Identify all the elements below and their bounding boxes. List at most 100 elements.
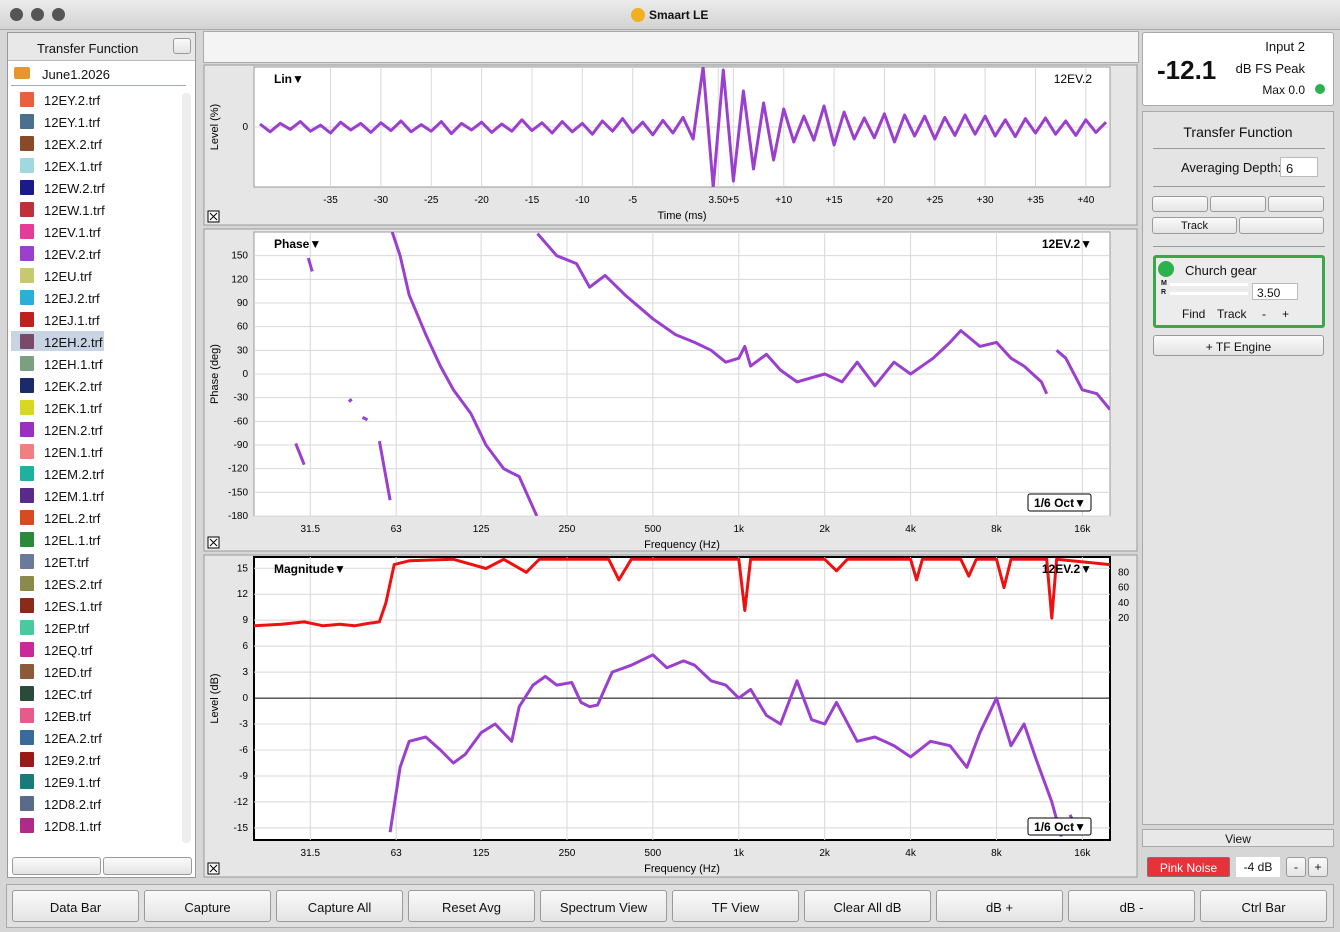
engine-panel: Transfer Function Averaging Depth: 6 Tra…	[1142, 111, 1334, 825]
toolbar-button[interactable]: Capture	[144, 890, 271, 922]
file-name[interactable]: 12EH.1.trf	[44, 357, 103, 372]
file-name[interactable]: 12EP.trf	[44, 621, 90, 636]
file-name[interactable]: 12EV.2.trf	[44, 247, 101, 262]
folder-name[interactable]: June1.2026	[42, 67, 110, 82]
y-axis-label: Level (%)	[209, 104, 221, 150]
x-tick-label: 31.5	[301, 524, 321, 535]
toolbar-button[interactable]: dB +	[936, 890, 1063, 922]
toolbar-button[interactable]: Ctrl Bar	[1200, 890, 1327, 922]
file-name[interactable]: 12EY.2.trf	[44, 93, 101, 108]
track-toggle[interactable]: Track	[1217, 307, 1247, 321]
meter-input[interactable]: Input 2	[1265, 39, 1305, 54]
close-button[interactable]	[10, 8, 23, 21]
track-button[interactable]: Track	[1152, 217, 1237, 234]
file-name[interactable]: 12EV.1.trf	[44, 225, 101, 240]
menu-button[interactable]	[173, 38, 191, 54]
delay-minus[interactable]: -	[1262, 307, 1266, 321]
level-up[interactable]: +	[1308, 857, 1328, 877]
file-name[interactable]: 12ET.trf	[44, 555, 89, 570]
measurement[interactable]: Church gear M R 3.50 Find Track - +	[1153, 255, 1325, 328]
info-button[interactable]	[12, 857, 101, 875]
delay-plus[interactable]: +	[1282, 307, 1290, 321]
file-name[interactable]: 12EL.1.trf	[44, 533, 101, 548]
file-name[interactable]: 12EX.2.trf	[44, 137, 102, 152]
x-tick-label: 125	[473, 524, 490, 535]
file-name[interactable]: 12EC.trf	[44, 687, 92, 702]
x-tick-label: -30	[374, 195, 389, 206]
file-icon	[20, 796, 34, 811]
file-name[interactable]: 12EN.2.trf	[44, 423, 103, 438]
y-tick-label: -120	[228, 464, 248, 475]
view-button[interactable]: View	[1142, 829, 1334, 847]
level-down[interactable]: -	[1286, 857, 1306, 877]
file-name[interactable]: 12ED.trf	[44, 665, 92, 680]
y-tick-label: -3	[239, 719, 248, 730]
file-name[interactable]: 12EM.2.trf	[44, 467, 104, 482]
delay-field[interactable]: 3.50	[1252, 283, 1298, 300]
mode-label: Lin▼	[274, 72, 304, 86]
x-tick-label: 1k	[733, 524, 745, 535]
file-icon	[20, 488, 34, 503]
generator-button[interactable]: Pink Noise	[1147, 857, 1230, 877]
toolbar-button[interactable]: Spectrum View	[540, 890, 667, 922]
stop-button[interactable]	[1210, 196, 1266, 212]
generator-level[interactable]: -4 dB	[1236, 857, 1280, 877]
file-icon	[20, 664, 34, 679]
delete-button[interactable]	[103, 857, 192, 875]
file-name[interactable]: 12EW.2.trf	[44, 181, 105, 196]
file-name[interactable]: 12EN.1.trf	[44, 445, 103, 460]
file-name[interactable]: 12ES.1.trf	[44, 599, 102, 614]
file-icon	[20, 466, 34, 481]
file-name[interactable]: 12EX.1.trf	[44, 159, 102, 174]
file-name[interactable]: 12EK.2.trf	[44, 379, 102, 394]
file-name[interactable]: 12EQ.trf	[44, 643, 93, 658]
file-name[interactable]: 12EJ.2.trf	[44, 291, 100, 306]
x-tick-label: 63	[391, 848, 403, 859]
toolbar-button[interactable]: Clear All dB	[804, 890, 931, 922]
folder-icon	[14, 67, 30, 79]
mode-label: Magnitude▼	[274, 562, 346, 576]
file-name[interactable]: 12E9.1.trf	[44, 775, 101, 790]
x-tick-label: 250	[559, 848, 576, 859]
file-icon	[20, 356, 34, 371]
zoom-button[interactable]	[52, 8, 65, 21]
file-name[interactable]: 12D8.2.trf	[44, 797, 102, 812]
file-name[interactable]: 12D8.1.trf	[44, 819, 102, 834]
file-icon	[20, 290, 34, 305]
minimize-button[interactable]	[31, 8, 44, 21]
file-name[interactable]: 12EA.2.trf	[44, 731, 102, 746]
tools-button[interactable]	[1239, 217, 1324, 234]
smoothing-label[interactable]: 1/6 Oct▼	[1034, 496, 1086, 510]
file-name[interactable]: 12EW.1.trf	[44, 203, 105, 218]
meter-unit[interactable]: dB FS Peak	[1235, 61, 1305, 76]
file-name[interactable]: 12EU.trf	[44, 269, 92, 284]
averaging-select[interactable]: 6	[1280, 157, 1318, 177]
toolbar-button[interactable]: Reset Avg	[408, 890, 535, 922]
toolbar-button[interactable]: Data Bar	[12, 890, 139, 922]
play-button[interactable]	[1152, 196, 1208, 212]
file-name[interactable]: 12EL.2.trf	[44, 511, 101, 526]
add-engine[interactable]: + TF Engine	[1153, 335, 1324, 356]
file-name[interactable]: 12EB.trf	[44, 709, 91, 724]
file-name[interactable]: 12EK.1.trf	[44, 401, 102, 416]
smoothing-label[interactable]: 1/6 Oct▼	[1034, 820, 1086, 834]
scrollbar[interactable]	[182, 93, 191, 843]
toolbar-button[interactable]: dB -	[1068, 890, 1195, 922]
file-name[interactable]: 12E9.2.trf	[44, 753, 101, 768]
toolbar-button[interactable]: Capture All	[276, 890, 403, 922]
close-glyph	[209, 212, 218, 221]
x-tick-label: -5	[628, 195, 637, 206]
measurement-led[interactable]	[1158, 261, 1174, 277]
window-title: Smaart LE	[649, 8, 709, 22]
find-button[interactable]: Find	[1182, 307, 1206, 321]
file-name[interactable]: 12EJ.1.trf	[44, 313, 100, 328]
file-name[interactable]: 12EH.2.trf	[44, 335, 103, 350]
file-name[interactable]: 12EY.1.trf	[44, 115, 101, 130]
file-icon	[20, 598, 34, 613]
file-list: 12EY.2.trf 12EY.1.trf 12EX.2.trf 12EX.1.trf…	[8, 89, 183, 849]
y-axis-label: Level (dB)	[209, 673, 221, 723]
toolbar-button[interactable]: TF View	[672, 890, 799, 922]
file-name[interactable]: 12ES.2.trf	[44, 577, 102, 592]
file-name[interactable]: 12EM.1.trf	[44, 489, 104, 504]
pause-button[interactable]	[1268, 196, 1324, 212]
